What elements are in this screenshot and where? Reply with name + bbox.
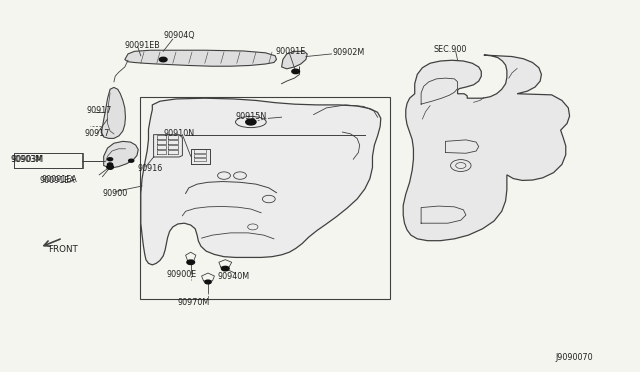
Circle shape <box>246 119 256 125</box>
Text: SEC.900: SEC.900 <box>434 45 467 54</box>
Polygon shape <box>403 55 570 241</box>
Text: 90916: 90916 <box>138 164 163 173</box>
Bar <box>140 97 390 299</box>
Circle shape <box>221 266 229 271</box>
Text: 90900E: 90900E <box>166 270 196 279</box>
Text: 90915N: 90915N <box>236 112 267 121</box>
Text: 90917: 90917 <box>84 129 110 138</box>
Circle shape <box>107 165 113 169</box>
Text: 90940M: 90940M <box>218 272 250 280</box>
Text: 90900: 90900 <box>102 189 127 198</box>
Circle shape <box>187 260 195 264</box>
Text: 90091EB: 90091EB <box>125 41 161 50</box>
Text: 90091EA: 90091EA <box>42 175 77 184</box>
Text: FRONT: FRONT <box>48 246 78 254</box>
Text: 90903M: 90903M <box>12 155 44 164</box>
Text: 90091EA: 90091EA <box>40 176 76 185</box>
Circle shape <box>108 158 113 161</box>
Polygon shape <box>125 50 276 66</box>
Text: 90917: 90917 <box>86 106 112 115</box>
Text: 90970M: 90970M <box>178 298 210 307</box>
Text: 90091E: 90091E <box>275 47 305 56</box>
Text: J9090070: J9090070 <box>556 353 593 362</box>
Circle shape <box>107 166 113 169</box>
Text: 90910N: 90910N <box>163 129 195 138</box>
Text: 90903M: 90903M <box>10 155 42 164</box>
Polygon shape <box>104 141 138 168</box>
Text: 90904Q: 90904Q <box>163 31 195 40</box>
Circle shape <box>108 163 113 166</box>
Circle shape <box>159 57 167 62</box>
Polygon shape <box>141 98 381 265</box>
Text: 90902M: 90902M <box>333 48 365 57</box>
Circle shape <box>292 69 300 74</box>
Circle shape <box>205 280 211 284</box>
Polygon shape <box>282 51 307 69</box>
Circle shape <box>129 159 134 162</box>
Polygon shape <box>101 87 125 138</box>
